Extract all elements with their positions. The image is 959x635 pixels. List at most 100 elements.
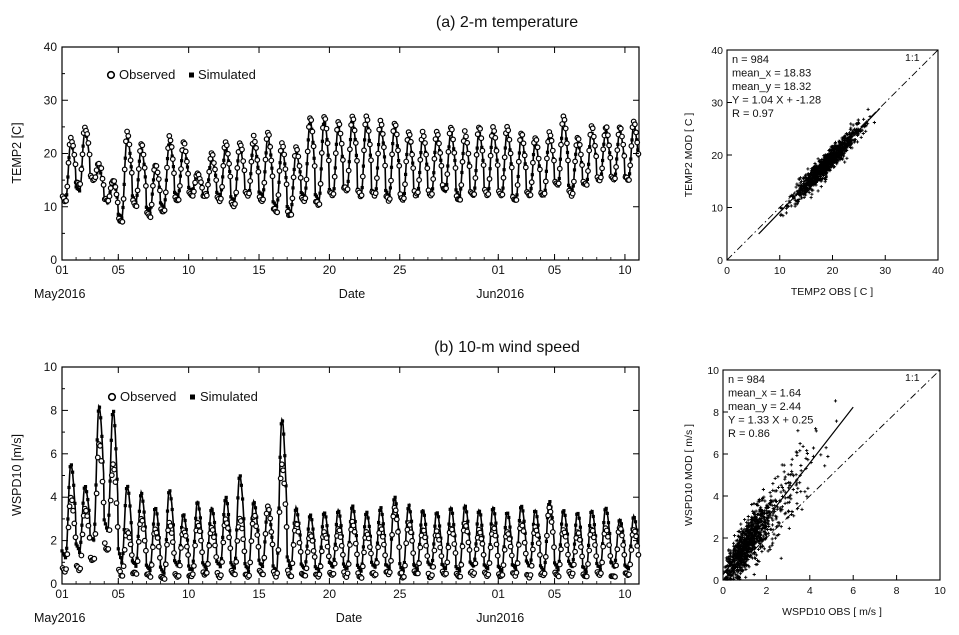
simulated-point: [578, 525, 582, 529]
observed-point: [234, 164, 241, 171]
scatter-point: [742, 554, 746, 558]
simulated-point: [238, 474, 242, 478]
simulated-point: [134, 564, 138, 568]
observed-point: [556, 561, 563, 568]
observed-point: [107, 497, 114, 504]
simulated-point: [256, 528, 260, 532]
simulated-point: [378, 508, 382, 512]
observed-point: [295, 153, 302, 160]
simulated-point: [619, 522, 623, 526]
observed-point: [628, 143, 635, 149]
observed-point: [393, 516, 400, 523]
scatter-point: [776, 475, 780, 479]
scatter-point: [745, 536, 749, 541]
observed-point: [626, 177, 632, 183]
observed-point: [607, 553, 614, 559]
observed-point: [458, 182, 465, 188]
observed-point: [361, 549, 367, 556]
simulated-point: [290, 203, 294, 207]
simulated-point: [237, 476, 241, 480]
observed-point: [347, 146, 353, 153]
observed-point: [507, 150, 514, 157]
simulated-point: [314, 194, 319, 198]
scatter-point: [780, 485, 784, 490]
simulated-point: [408, 510, 412, 514]
scatter-point: [823, 156, 827, 161]
observed-point: [422, 140, 428, 146]
scatter-point: [726, 556, 730, 560]
scatter-point: [736, 574, 740, 578]
simulated-point: [316, 197, 320, 201]
scatter-point: [826, 168, 830, 172]
observed-point: [500, 174, 507, 181]
scatter-point: [783, 512, 787, 516]
scatter-stat-line: mean_y = 2.44: [728, 401, 801, 413]
observed-point: [205, 181, 211, 188]
simulated-point: [222, 158, 226, 162]
simulated-point: [550, 516, 554, 520]
simulated-point: [150, 192, 154, 196]
simulated-point: [260, 564, 265, 569]
xtick-label: 05: [548, 263, 562, 277]
scatter-point: [845, 146, 849, 150]
observed-point: [213, 554, 220, 560]
simulated-point: [402, 561, 406, 565]
observed-point: [65, 159, 72, 166]
simulated-point: [228, 529, 232, 533]
simulated-point: [298, 533, 302, 537]
scatter-point: [761, 487, 765, 492]
simulated-point: [270, 166, 274, 170]
scatter-point: [806, 458, 810, 462]
simulated-point: [503, 526, 507, 530]
simulated-point: [255, 154, 259, 159]
simulated-point: [346, 179, 350, 183]
simulated-point: [367, 524, 371, 528]
scatter-point: [853, 129, 858, 133]
simulated-point: [264, 520, 268, 524]
observed-point: [389, 151, 396, 158]
observed-point: [255, 168, 262, 175]
observed-point: [422, 534, 428, 541]
observed-point: [376, 126, 383, 133]
simulated-point: [86, 498, 90, 502]
scatter-point: [839, 151, 843, 155]
scatter-point: [802, 195, 806, 199]
observed-point: [344, 186, 351, 193]
simulated-point: [540, 566, 544, 570]
simulated-point: [571, 558, 575, 562]
simulated-point: [73, 501, 77, 505]
simulated-point: [280, 419, 285, 423]
observed-point: [105, 546, 112, 552]
scatter-point: [821, 169, 826, 173]
observed-point: [110, 461, 116, 468]
simulated-point: [243, 562, 247, 566]
observed-point: [330, 570, 337, 577]
simulated-point: [222, 513, 226, 517]
simulated-point: [292, 167, 296, 172]
simulated-point: [154, 507, 158, 511]
observed-point: [253, 144, 260, 151]
simulated-point: [122, 182, 126, 186]
wind-panel-title: (b) 10-m wind speed: [434, 339, 580, 356]
observed-point: [565, 157, 571, 164]
observed-point: [559, 121, 566, 127]
simulated-point: [395, 144, 399, 148]
scatter-point: [823, 154, 827, 158]
simulated-point: [545, 150, 550, 154]
simulated-point: [587, 162, 591, 166]
simulated-point: [276, 551, 280, 555]
ytick-label: 10: [44, 360, 58, 374]
simulated-point: [628, 172, 632, 176]
simulated-point: [446, 542, 450, 546]
simulated-point: [141, 499, 145, 503]
scatter-point: [787, 526, 791, 530]
simulated-point: [215, 559, 219, 564]
observed-point: [113, 500, 120, 507]
simulated-point: [515, 193, 519, 197]
simulated-point: [121, 551, 125, 556]
observed-point: [101, 540, 108, 546]
observed-point: [352, 540, 359, 547]
observed-point: [227, 173, 234, 180]
simulated-point: [447, 522, 451, 526]
